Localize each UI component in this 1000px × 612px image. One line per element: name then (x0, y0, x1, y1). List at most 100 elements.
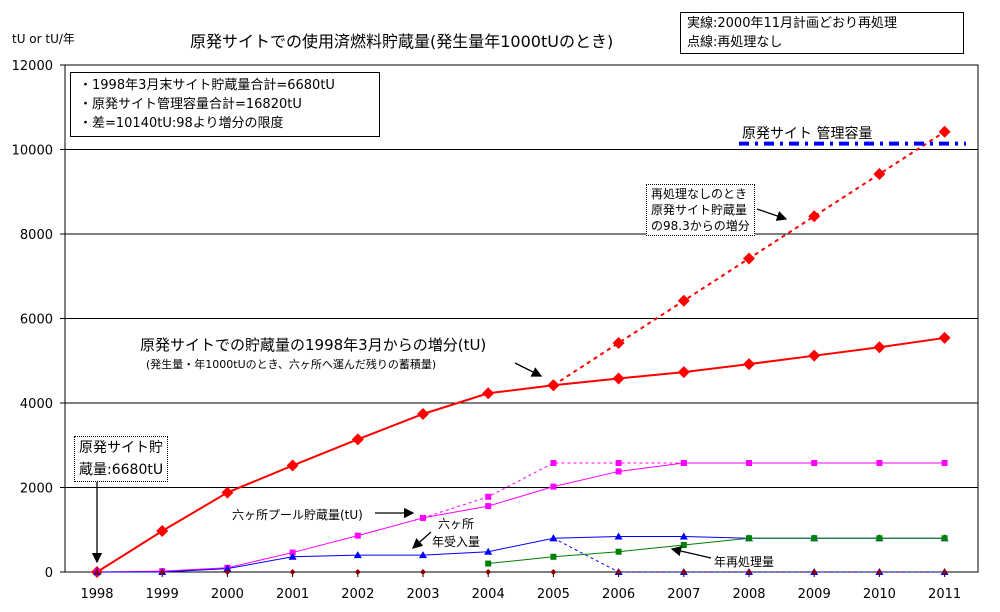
data-point (679, 532, 688, 540)
initial-line: 原発サイト貯 (79, 440, 163, 456)
series-line (422, 462, 684, 519)
reprocess-label: 年再処理量 (714, 555, 775, 569)
data-point (485, 560, 492, 567)
data-point (482, 387, 495, 400)
x-tick-label: 2000 (211, 587, 244, 602)
y-axis-label: tU or tU/年 (12, 32, 75, 46)
data-point (485, 569, 492, 575)
data-point (811, 569, 818, 575)
initial-line: 蔵量:6680tU (79, 462, 164, 478)
data-point (94, 569, 100, 575)
x-tick-label: 2007 (667, 587, 700, 602)
data-point (159, 569, 166, 575)
data-point (419, 551, 427, 559)
note-line: の98.3からの増分 (651, 219, 750, 233)
data-point (873, 341, 886, 354)
data-point (550, 483, 557, 490)
data-point (156, 525, 169, 538)
data-point (420, 569, 426, 575)
x-tick-label: 2010 (863, 587, 896, 602)
y-tick-label: 4000 (20, 397, 53, 412)
annotation-arrow (514, 362, 543, 377)
receive-label-2: 年受入量 (432, 535, 481, 549)
initial-storage-box: 原発サイト貯 蔵量:6680tU (74, 436, 169, 482)
data-point (941, 569, 948, 575)
x-tick-label: 1999 (146, 587, 179, 602)
no-reprocess-note: 再処理なしのとき 原発サイト貯蔵量 の98.3からの増分 (646, 184, 755, 236)
data-point (876, 569, 883, 575)
data-point (808, 349, 821, 362)
note-line: 再処理なしのとき (651, 187, 748, 201)
info-box: ・1998年3月末サイト貯蔵量合計=6680tU ・原発サイト管理容量合計=16… (70, 72, 380, 137)
data-point (614, 532, 623, 540)
chart-title: 原発サイトでの使用済燃料貯蔵量(発生量年1000tUのとき) (190, 32, 614, 51)
x-tick-label: 2003 (406, 587, 439, 602)
annotation-arrow (756, 208, 788, 221)
data-point (677, 366, 690, 379)
series-markers (91, 125, 951, 578)
data-point (351, 433, 364, 446)
data-point (680, 459, 687, 466)
info-line: ・1998年3月末サイト貯蔵量合計=6680tU (79, 78, 335, 93)
data-point (680, 569, 687, 575)
data-point (743, 358, 755, 371)
x-tick-label: 2004 (472, 587, 505, 602)
x-tick-label: 2009 (798, 587, 831, 602)
receive-label-1: 六ヶ所 (438, 517, 475, 531)
pool-label: 六ヶ所プール貯蔵量(tU) (232, 508, 363, 522)
series-line (488, 537, 945, 565)
annotation-arrow (412, 531, 432, 549)
legend-box: 実線:2000年11月計画どおり再処理 点線:再処理なし (680, 12, 964, 54)
legend-line-solid: 実線:2000年11月計画どおり再処理 (687, 16, 898, 31)
y-tick-label: 6000 (20, 313, 53, 328)
legend-line-dotted: 点線:再処理なし (687, 35, 783, 50)
y-tick-label: 12000 (12, 59, 53, 74)
data-point (615, 459, 622, 466)
data-point (876, 459, 883, 466)
data-point (612, 372, 625, 385)
y-tick-label: 10000 (12, 144, 53, 159)
data-point (941, 535, 948, 542)
y-tick-label: 2000 (20, 482, 53, 497)
data-point (485, 503, 492, 510)
data-point (289, 549, 296, 556)
data-point (289, 569, 296, 575)
main-series-sublabel: (発生量・年1000tUのとき、六ヶ所へ運んだ残りの蓄積量) (146, 358, 437, 371)
x-tick-label: 2002 (341, 587, 374, 602)
series-line (97, 536, 945, 573)
data-point (612, 337, 625, 350)
data-point (615, 569, 622, 575)
note-line: 原発サイト貯蔵量 (651, 203, 748, 217)
info-line: ・差=10140tU:98より増分の限度 (79, 116, 284, 131)
annotation-arrows (91, 208, 788, 564)
data-point (550, 459, 557, 466)
annotation-arrow (670, 545, 712, 559)
data-point (680, 541, 687, 548)
x-axis: 1998 1999 2000 2001 2002 2003 2004 2005 2006 2007… (80, 572, 961, 602)
data-point (811, 459, 818, 466)
data-point (615, 468, 622, 475)
x-tick-label: 2001 (276, 587, 309, 602)
data-point (808, 210, 821, 223)
data-point (354, 532, 361, 539)
data-point (288, 552, 297, 560)
data-point (873, 168, 886, 181)
x-tick-label: 2005 (537, 587, 570, 602)
data-point (811, 535, 818, 542)
data-point (286, 459, 299, 472)
gridlines (64, 64, 979, 573)
data-point (938, 331, 951, 344)
series-line (96, 462, 945, 573)
data-point (221, 486, 234, 499)
series-line (96, 336, 945, 573)
data-point (420, 514, 426, 521)
data-point (677, 294, 690, 307)
data-point (484, 547, 493, 555)
capacity-label: 原発サイト 管理容量 (742, 126, 873, 142)
data-point (550, 553, 557, 560)
info-line: ・原発サイト管理容量合計=16820tU (79, 97, 302, 112)
x-tick-label: 2011 (928, 587, 961, 602)
data-point (549, 534, 558, 542)
data-point (417, 407, 429, 420)
